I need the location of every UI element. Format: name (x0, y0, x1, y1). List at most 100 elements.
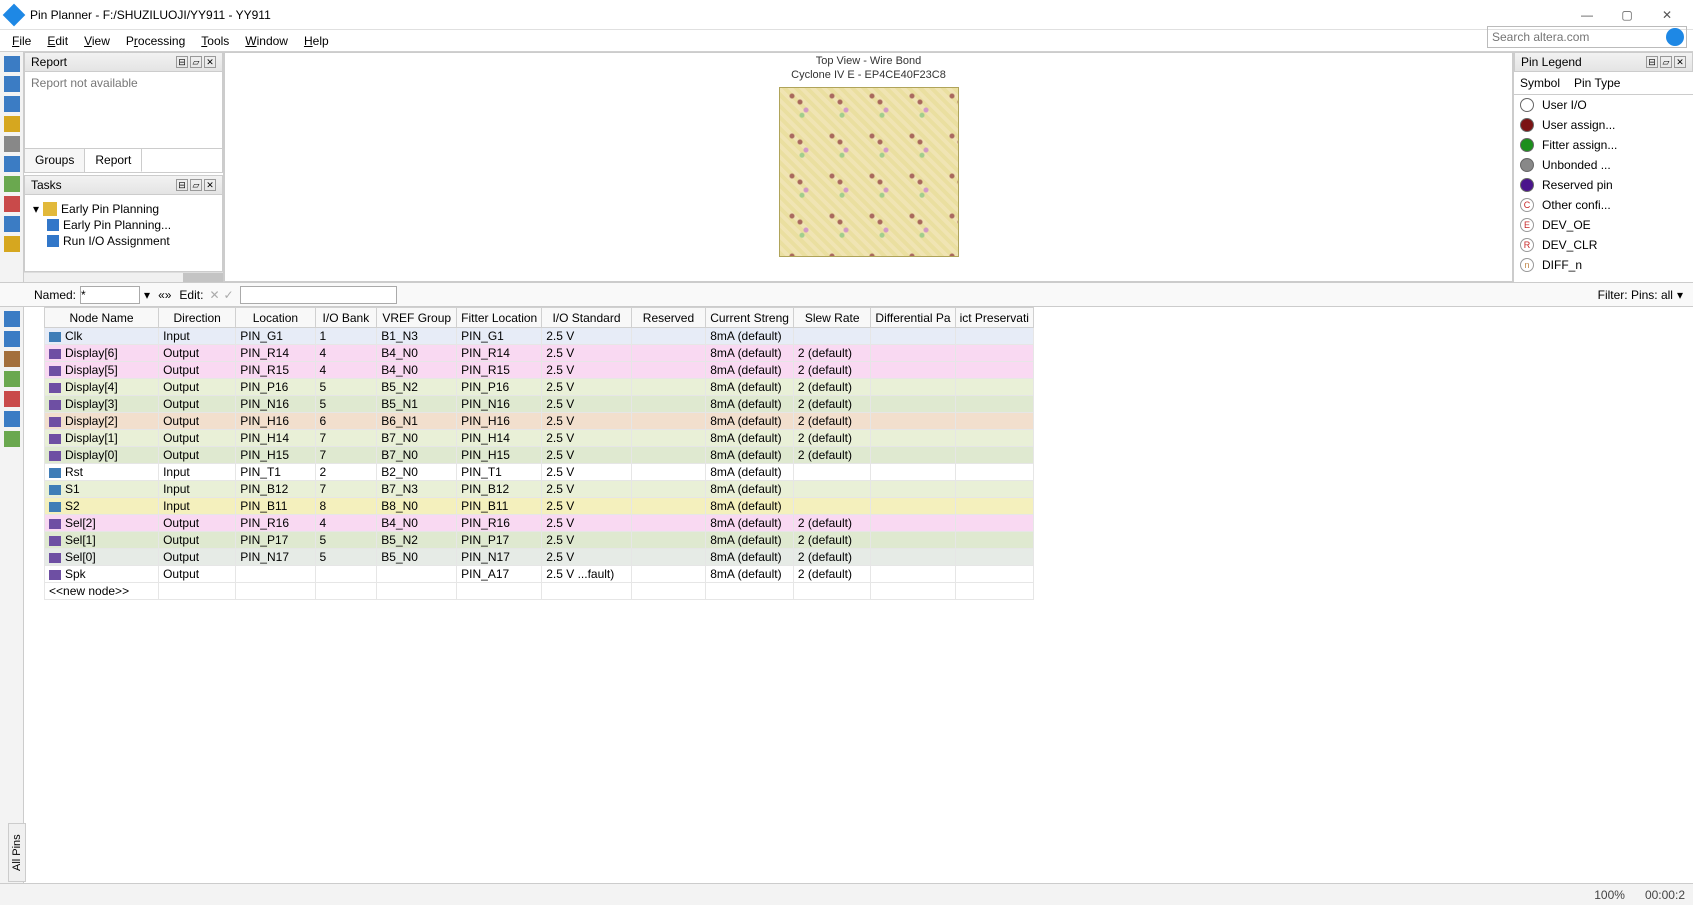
table-cell[interactable]: PIN_N16 (457, 396, 542, 413)
table-cell[interactable]: PIN_T1 (457, 464, 542, 481)
table-cell[interactable] (955, 396, 1033, 413)
table-cell[interactable] (631, 532, 705, 549)
table-cell[interactable]: 2.5 V (542, 362, 632, 379)
table-cell[interactable] (631, 430, 705, 447)
table-cell[interactable] (871, 532, 955, 549)
table-cell[interactable]: 6 (315, 413, 377, 430)
table-cell[interactable]: B5_N1 (377, 396, 457, 413)
table-cell[interactable]: PIN_N16 (236, 396, 315, 413)
table-cell[interactable]: Output (159, 362, 236, 379)
table-cell[interactable]: Output (159, 396, 236, 413)
table-row[interactable]: Display[5]OutputPIN_R154B4_N0PIN_R152.5 … (45, 362, 1034, 379)
table-cell[interactable]: Display[2] (45, 413, 159, 430)
tab-groups[interactable]: Groups (25, 149, 85, 172)
table-row[interactable]: RstInputPIN_T12B2_N0PIN_T12.5 V8mA (defa… (45, 464, 1034, 481)
table-cell[interactable] (955, 464, 1033, 481)
table-cell[interactable] (955, 481, 1033, 498)
table-cell[interactable]: 2 (default) (793, 345, 870, 362)
toolbar-icon[interactable] (4, 176, 20, 192)
panel-float-icon[interactable]: ▱ (190, 179, 202, 191)
table-cell[interactable] (955, 413, 1033, 430)
table-cell[interactable]: B2_N0 (377, 464, 457, 481)
table-cell[interactable]: 8mA (default) (706, 413, 794, 430)
filter-pins-label[interactable]: Filter: Pins: all (1598, 288, 1673, 302)
table-cell[interactable]: 2.5 V (542, 345, 632, 362)
table-cell[interactable]: 2.5 V (542, 532, 632, 549)
table-cell[interactable]: PIN_B11 (236, 498, 315, 515)
table-row[interactable]: SpkOutputPIN_A172.5 V ...fault)8mA (defa… (45, 566, 1034, 583)
table-cell[interactable]: S2 (45, 498, 159, 515)
table-row[interactable]: Display[3]OutputPIN_N165B5_N1PIN_N162.5 … (45, 396, 1034, 413)
table-cell[interactable]: 2.5 V (542, 498, 632, 515)
table-cell[interactable]: Input (159, 328, 236, 345)
minimize-button[interactable]: — (1567, 1, 1607, 29)
task-item[interactable]: Run I/O Assignment (31, 233, 216, 249)
column-header[interactable]: ict Preservati (955, 308, 1033, 328)
table-cell[interactable]: Output (159, 413, 236, 430)
table-cell[interactable]: PIN_R14 (457, 345, 542, 362)
menu-edit[interactable]: Edit (41, 32, 74, 50)
table-cell[interactable]: B8_N0 (377, 498, 457, 515)
table-cell[interactable]: 2 (default) (793, 430, 870, 447)
table-cell[interactable]: 2 (default) (793, 362, 870, 379)
table-cell[interactable] (793, 498, 870, 515)
table-cell[interactable]: B5_N2 (377, 532, 457, 549)
table-cell[interactable] (871, 515, 955, 532)
table-cell[interactable]: PIN_H14 (236, 430, 315, 447)
table-cell[interactable]: 2 (default) (793, 413, 870, 430)
table-cell[interactable]: Rst (45, 464, 159, 481)
toolbar-icon[interactable] (4, 431, 20, 447)
table-cell[interactable]: B7_N3 (377, 481, 457, 498)
chip-top-view[interactable]: Top View - Wire Bond Cyclone IV E - EP4C… (224, 52, 1513, 282)
table-row[interactable]: S2InputPIN_B118B8_N0PIN_B112.5 V8mA (def… (45, 498, 1034, 515)
table-cell[interactable]: Output (159, 532, 236, 549)
table-row[interactable]: Display[6]OutputPIN_R144B4_N0PIN_R142.5 … (45, 345, 1034, 362)
table-cell[interactable] (631, 498, 705, 515)
table-cell[interactable] (955, 430, 1033, 447)
table-cell[interactable]: B5_N0 (377, 549, 457, 566)
column-header[interactable]: Reserved (631, 308, 705, 328)
table-cell[interactable]: 8mA (default) (706, 396, 794, 413)
column-header[interactable]: I/O Standard (542, 308, 632, 328)
table-cell[interactable]: 1 (315, 328, 377, 345)
pin-table[interactable]: Node NameDirectionLocationI/O BankVREF G… (44, 307, 1034, 600)
table-cell[interactable]: 4 (315, 362, 377, 379)
table-cell[interactable]: 4 (315, 345, 377, 362)
table-cell[interactable] (631, 583, 705, 600)
table-cell[interactable] (631, 481, 705, 498)
panel-float-icon[interactable]: ▱ (190, 56, 202, 68)
table-cell[interactable] (955, 379, 1033, 396)
toolbar-icon[interactable] (4, 196, 20, 212)
table-cell[interactable]: B4_N0 (377, 515, 457, 532)
table-cell[interactable]: Output (159, 379, 236, 396)
table-cell[interactable] (631, 464, 705, 481)
table-cell[interactable]: PIN_P16 (236, 379, 315, 396)
table-cell[interactable] (955, 515, 1033, 532)
table-cell[interactable] (871, 345, 955, 362)
tab-report[interactable]: Report (85, 149, 142, 172)
table-cell[interactable]: 8mA (default) (706, 362, 794, 379)
search-box[interactable] (1487, 26, 1687, 48)
table-row[interactable]: Display[0]OutputPIN_H157B7_N0PIN_H152.5 … (45, 447, 1034, 464)
table-cell[interactable]: 7 (315, 481, 377, 498)
table-cell[interactable]: 2 (315, 464, 377, 481)
toolbar-icon[interactable] (4, 136, 20, 152)
table-cell[interactable] (631, 413, 705, 430)
column-header[interactable]: Location (236, 308, 315, 328)
table-cell[interactable] (315, 583, 377, 600)
table-cell[interactable]: PIN_G1 (236, 328, 315, 345)
table-cell[interactable]: 2.5 V (542, 430, 632, 447)
panel-pin-icon[interactable]: ⊟ (1646, 56, 1658, 68)
column-header[interactable]: Slew Rate (793, 308, 870, 328)
table-cell[interactable] (871, 362, 955, 379)
table-cell[interactable] (631, 362, 705, 379)
table-cell[interactable]: 8mA (default) (706, 481, 794, 498)
table-cell[interactable] (871, 413, 955, 430)
table-cell[interactable]: Display[4] (45, 379, 159, 396)
table-row[interactable]: <<new node>> (45, 583, 1034, 600)
close-button[interactable]: ✕ (1647, 1, 1687, 29)
toolbar-icon[interactable] (4, 411, 20, 427)
table-cell[interactable]: S1 (45, 481, 159, 498)
column-header[interactable]: Direction (159, 308, 236, 328)
column-header[interactable]: VREF Group (377, 308, 457, 328)
